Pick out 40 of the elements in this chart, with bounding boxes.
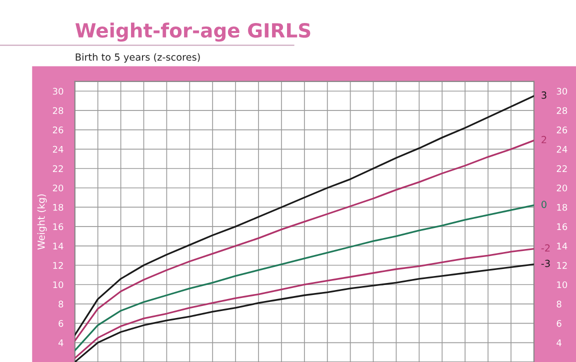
line-series [74,140,534,342]
line-series [74,95,534,336]
y2-tick-label: 6 [556,320,562,327]
y-tick-label: 10 [53,281,64,288]
chart-title: Weight-for-age GIRLS [75,22,310,42]
y2-tick-label: 4 [556,340,562,346]
y2-tick-label: 12 [557,262,567,269]
line-series [74,204,534,352]
y-tick-label: 28 [52,107,64,114]
y-tick-label: 12 [53,262,63,269]
y2-tick-label: 14 [557,242,568,250]
y2-tick-label: 18 [557,204,568,211]
y2-tick-label: 30 [556,88,568,95]
y2-tick-label: 20 [556,184,568,192]
y2-tick-label: 22 [556,165,567,172]
y-axis-title: Weight (kg) [37,194,47,250]
y-tick-label: 26 [52,126,64,134]
y-tick-label: 8 [58,300,64,308]
series-label: -3 [541,260,550,268]
y2-tick-label: 8 [556,300,562,308]
y2-tick-label: 10 [557,281,568,288]
y-tick-label: 4 [58,340,64,346]
y-tick-label: 20 [52,184,64,192]
y-tick-label: 16 [53,223,64,230]
y-tick-label: 30 [52,88,64,95]
series-label: -2 [541,244,550,252]
y2-tick-label: 26 [556,126,568,134]
line-series [74,248,534,359]
y-tick-label: 6 [58,320,64,327]
y2-tick-label: 24 [556,146,568,153]
series-label: 3 [542,91,546,99]
y-tick-label: 14 [53,242,64,250]
y2-tick-label: 16 [557,223,568,230]
y2-tick-label: 28 [556,107,568,114]
series-label: 0 [542,200,546,208]
y-tick-label: 22 [52,165,63,172]
y-tick-label: 18 [53,204,64,211]
chart-subtitle: Birth to 5 years (z-scores) [76,53,200,63]
series-label: 2 [542,136,546,144]
y-tick-label: 24 [52,146,64,153]
